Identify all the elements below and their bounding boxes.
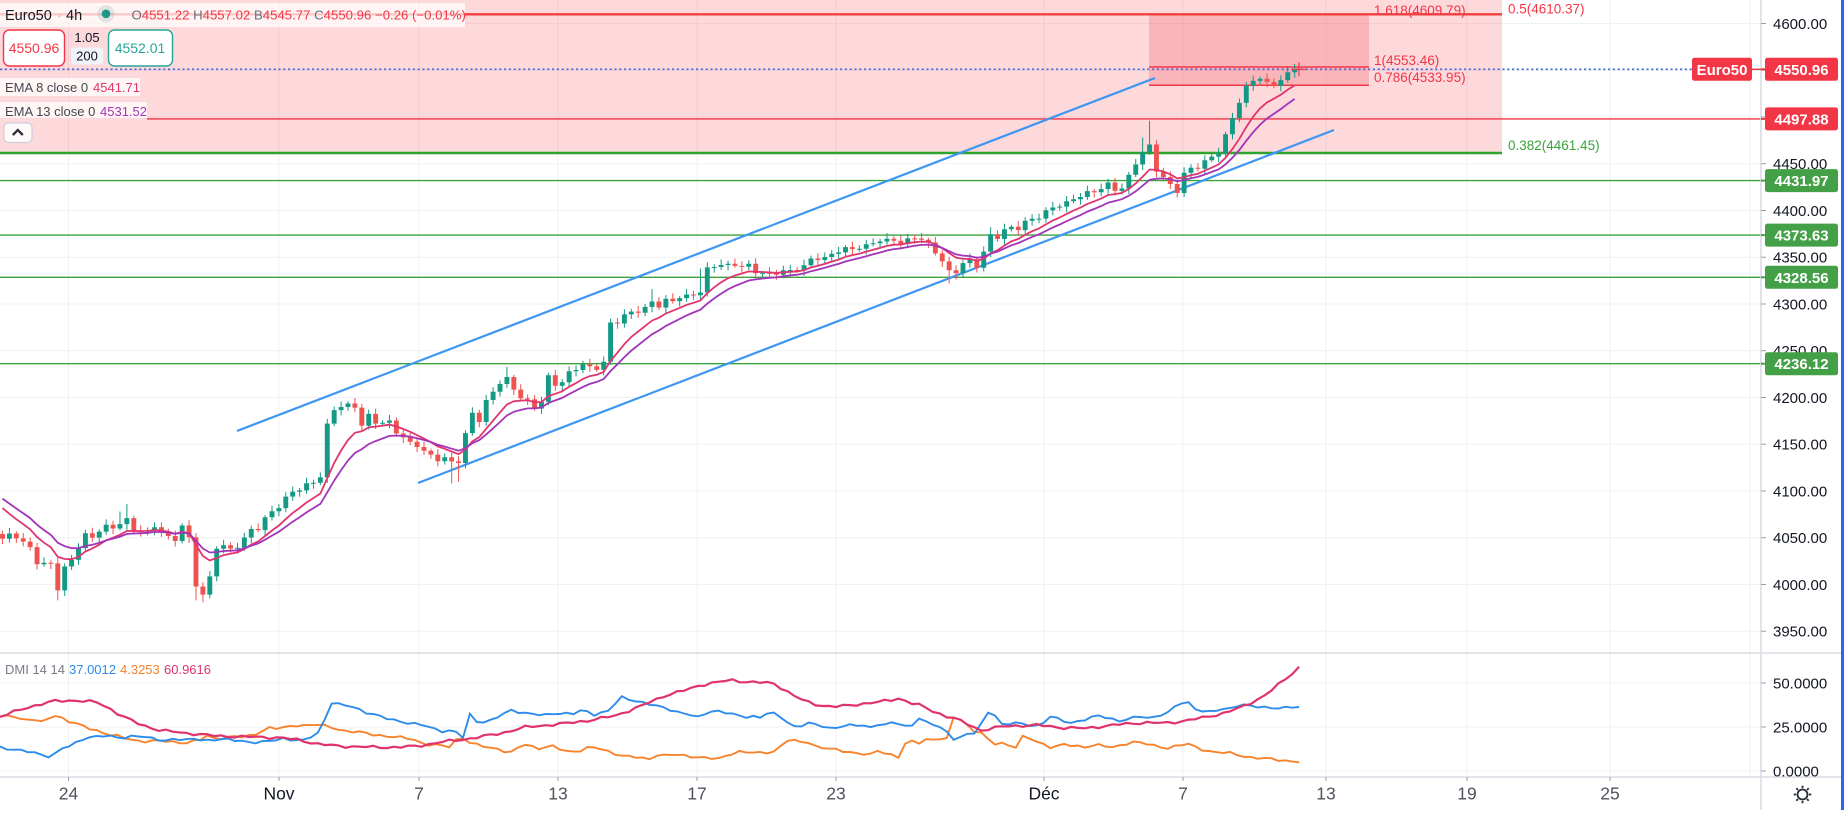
svg-text:4373.63: 4373.63 bbox=[1774, 228, 1828, 245]
svg-text:EMA 13 close 0: EMA 13 close 0 bbox=[5, 104, 95, 119]
svg-text:4150.00: 4150.00 bbox=[1773, 437, 1827, 454]
svg-text:7: 7 bbox=[1178, 784, 1188, 804]
svg-text:60.9616: 60.9616 bbox=[164, 662, 211, 677]
svg-text:200: 200 bbox=[76, 49, 98, 64]
svg-text:4497.88: 4497.88 bbox=[1774, 111, 1828, 128]
svg-text:EMA 8 close 0: EMA 8 close 0 bbox=[5, 80, 88, 95]
svg-text:4552.01: 4552.01 bbox=[115, 40, 166, 56]
svg-text:4200.00: 4200.00 bbox=[1773, 390, 1827, 407]
svg-text:4531.52: 4531.52 bbox=[100, 104, 147, 119]
svg-text:·: · bbox=[57, 8, 62, 24]
svg-text:24: 24 bbox=[59, 784, 79, 804]
svg-text:4541.71: 4541.71 bbox=[93, 80, 140, 95]
svg-text:4236.12: 4236.12 bbox=[1774, 356, 1828, 373]
svg-text:23: 23 bbox=[826, 784, 845, 804]
svg-text:25: 25 bbox=[1600, 784, 1619, 804]
svg-text:1.618(4609.79): 1.618(4609.79) bbox=[1374, 3, 1466, 18]
svg-text:17: 17 bbox=[687, 784, 706, 804]
svg-text:DMI 14 14: DMI 14 14 bbox=[5, 662, 65, 677]
svg-text:50.0000: 50.0000 bbox=[1773, 676, 1827, 693]
svg-text:1.05: 1.05 bbox=[74, 30, 99, 45]
svg-text:4300.00: 4300.00 bbox=[1773, 297, 1827, 314]
svg-text:19: 19 bbox=[1457, 784, 1476, 804]
svg-text:4050.00: 4050.00 bbox=[1773, 530, 1827, 547]
svg-text:13: 13 bbox=[548, 784, 567, 804]
svg-text:4400.00: 4400.00 bbox=[1773, 203, 1827, 220]
svg-text:4328.56: 4328.56 bbox=[1774, 270, 1828, 287]
svg-text:0.0000: 0.0000 bbox=[1773, 764, 1819, 781]
svg-text:4600.00: 4600.00 bbox=[1773, 16, 1827, 33]
svg-text:4100.00: 4100.00 bbox=[1773, 484, 1827, 501]
svg-text:4550.96: 4550.96 bbox=[9, 40, 60, 56]
svg-text:4550.96: 4550.96 bbox=[1774, 62, 1828, 79]
svg-text:Euro50: Euro50 bbox=[1697, 62, 1748, 79]
svg-text:4.3253: 4.3253 bbox=[120, 662, 160, 677]
svg-text:13: 13 bbox=[1316, 784, 1335, 804]
svg-text:0.786(4533.95): 0.786(4533.95) bbox=[1374, 70, 1466, 85]
svg-text:0.5(4610.37): 0.5(4610.37) bbox=[1508, 1, 1585, 16]
svg-text:Nov: Nov bbox=[263, 784, 294, 804]
svg-text:4450.00: 4450.00 bbox=[1773, 156, 1827, 173]
svg-text:7: 7 bbox=[414, 784, 424, 804]
svg-text:3950.00: 3950.00 bbox=[1773, 624, 1827, 641]
svg-text:25.0000: 25.0000 bbox=[1773, 720, 1827, 737]
svg-text:1(4553.46): 1(4553.46) bbox=[1374, 53, 1439, 68]
svg-text:4350.00: 4350.00 bbox=[1773, 250, 1827, 267]
svg-text:4h: 4h bbox=[66, 8, 82, 24]
svg-text:4431.97: 4431.97 bbox=[1774, 173, 1828, 190]
svg-text:0.382(4461.45): 0.382(4461.45) bbox=[1508, 138, 1600, 153]
svg-text:O4551.22 H4557.02 B4545.77 C45: O4551.22 H4557.02 B4545.77 C4550.96 −0.2… bbox=[132, 8, 466, 23]
svg-text:Euro50: Euro50 bbox=[5, 8, 52, 24]
svg-text:37.0012: 37.0012 bbox=[69, 662, 116, 677]
svg-text:4000.00: 4000.00 bbox=[1773, 577, 1827, 594]
svg-text:Déc: Déc bbox=[1028, 784, 1059, 804]
